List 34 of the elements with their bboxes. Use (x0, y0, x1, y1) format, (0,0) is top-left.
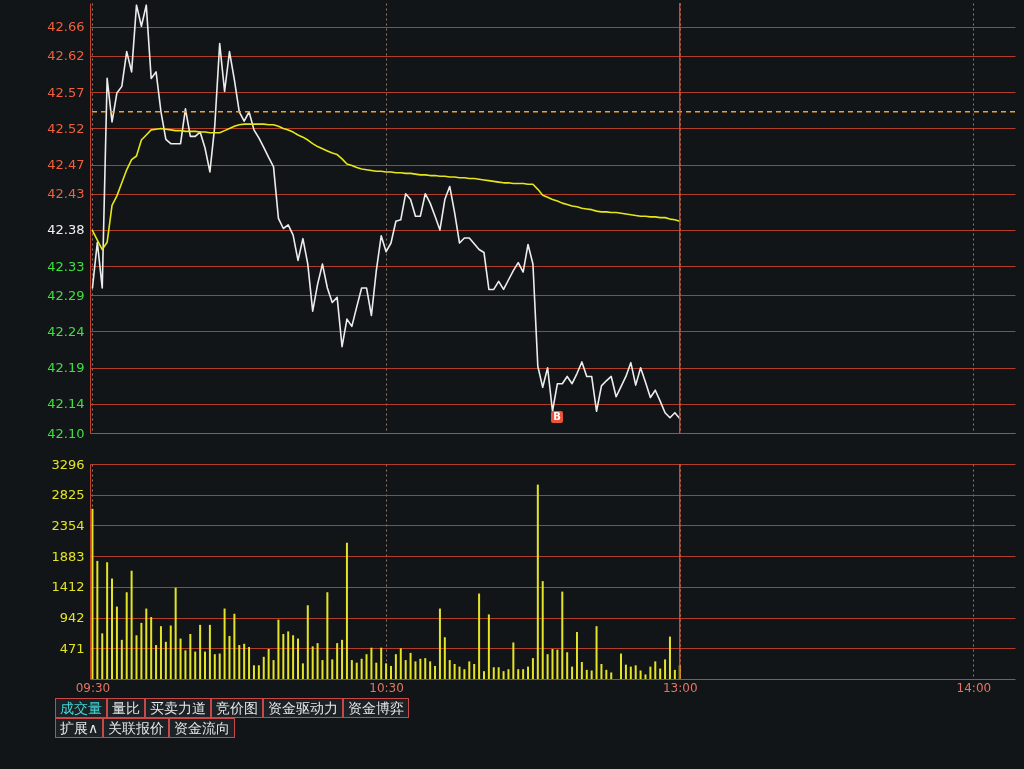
x-tick-label: 10:30 (369, 680, 404, 695)
tab: 扩展∧ (55, 718, 104, 738)
y-tick-label: 42.38 (47, 222, 85, 238)
tab: 资金流向 (169, 718, 236, 738)
y-tick-label: 42.29 (47, 287, 85, 303)
y-tick-label: 42.24 (47, 323, 85, 339)
y-tick-label: 42.52 (47, 120, 85, 136)
y-tick-label: 42.66 (47, 19, 85, 35)
x-tick-label: 13:00 (662, 680, 698, 695)
tab: 量比 (107, 698, 145, 718)
x-tick-label: 09:30 (75, 680, 111, 695)
y-tick-label: 42.19 (47, 360, 85, 376)
y-tick-label: 42.62 (47, 48, 85, 64)
y-tick-label: 1412 (51, 579, 85, 595)
y-tick-label: 42.10 (47, 425, 85, 441)
y-tick-label: 42.47 (47, 157, 85, 173)
tab: 关联报价 (103, 718, 170, 738)
tab: 资金博弈 (343, 698, 409, 718)
badge: B (551, 411, 563, 423)
tab: 买卖力道 (145, 698, 211, 718)
y-tick-label: 42.43 (47, 186, 85, 202)
y-tick-label: 471 (59, 640, 85, 656)
tab: 资金驱动力 (263, 698, 343, 718)
tab: 竞价图 (211, 698, 263, 718)
y-tick-label: 42.14 (47, 396, 85, 412)
y-tick-label: 942 (59, 610, 85, 626)
x-tick-label: 14:00 (956, 680, 992, 695)
y-tick-label: 1883 (51, 548, 85, 564)
y-tick-label: 42.33 (47, 258, 85, 274)
y-tick-label: 2354 (51, 517, 85, 533)
y-tick-label: 2825 (51, 487, 85, 503)
y-tick-label: 42.57 (47, 84, 85, 100)
tab: 成交量 (55, 698, 107, 718)
y-tick-label: 3296 (51, 456, 85, 472)
